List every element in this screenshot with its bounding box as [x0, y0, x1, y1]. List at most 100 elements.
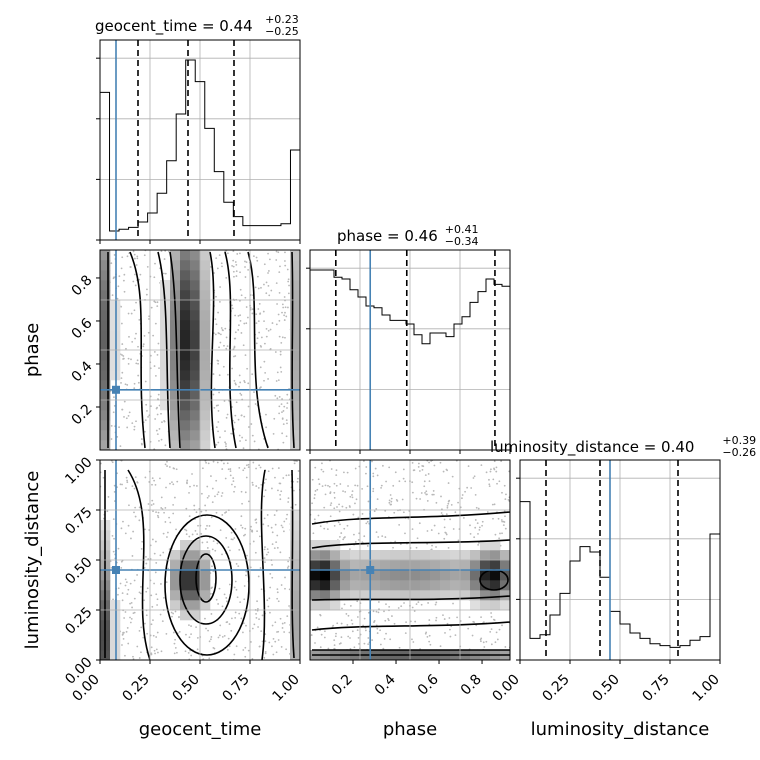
sample-point [173, 496, 176, 499]
sample-point [141, 540, 144, 543]
sample-point [363, 535, 366, 538]
sample-point [333, 482, 336, 485]
sample-point [233, 275, 235, 278]
density-cell [180, 380, 191, 391]
density-cell [290, 550, 300, 561]
sample-point [504, 527, 507, 530]
sample-point [137, 362, 139, 365]
sample-point [232, 250, 235, 252]
sample-point [282, 306, 285, 309]
sample-point [215, 443, 218, 446]
sample-point [251, 481, 254, 484]
sample-point [287, 565, 290, 568]
sample-point [120, 322, 123, 325]
sample-point [501, 491, 503, 494]
sample-point [120, 305, 123, 308]
sample-point [285, 315, 288, 318]
sample-point [264, 546, 266, 548]
sample-point [143, 254, 146, 257]
density-cell [470, 590, 481, 601]
sample-point [251, 312, 254, 315]
sample-point [290, 506, 293, 509]
sample-point [256, 600, 258, 603]
density-cell [450, 550, 461, 561]
sample-point [217, 311, 219, 314]
sample-point [351, 496, 354, 499]
sample-point [372, 472, 375, 475]
sample-point [426, 530, 429, 532]
sample-point [314, 466, 317, 469]
sample-point [340, 622, 343, 625]
sample-point [245, 570, 248, 573]
density-cell [180, 290, 191, 301]
sample-point [204, 617, 206, 620]
sample-point [231, 304, 233, 307]
sample-point [130, 617, 133, 620]
sample-point [276, 303, 278, 305]
sample-point [154, 262, 156, 265]
density-cell [180, 540, 191, 551]
density-cell [100, 340, 111, 351]
sample-point [238, 466, 241, 469]
sample-point [296, 480, 299, 483]
density-cell [310, 590, 321, 601]
sample-point [138, 278, 141, 281]
density-cell [380, 550, 391, 561]
sample-point [332, 624, 335, 627]
sample-point [135, 332, 137, 335]
sample-point [124, 578, 127, 581]
sample-point [221, 492, 224, 494]
sample-point [428, 619, 431, 621]
sample-point [261, 614, 264, 617]
sample-point [276, 597, 279, 600]
density-cell [170, 420, 181, 431]
sample-point [270, 526, 273, 529]
density-cell [490, 540, 501, 551]
sample-point [244, 260, 246, 263]
sample-point [272, 653, 275, 656]
sample-point [267, 272, 269, 274]
sample-point [225, 445, 227, 448]
sample-point [432, 493, 435, 496]
sample-point [204, 504, 207, 507]
density-cell [290, 350, 300, 361]
sample-point [240, 394, 243, 396]
sample-point [215, 295, 217, 298]
sample-point [255, 485, 258, 487]
sample-point [173, 642, 176, 645]
sample-point [243, 585, 246, 587]
sample-point [136, 574, 138, 576]
sample-point [280, 646, 283, 648]
sample-point [285, 517, 288, 520]
sample-point [221, 468, 224, 470]
sample-point [388, 499, 391, 502]
sample-point [145, 562, 148, 565]
density-cell [450, 580, 461, 591]
contour-line [311, 511, 510, 525]
contour-line [291, 469, 295, 659]
title-plus-error: +0.39 [722, 434, 756, 447]
density-cell [200, 440, 211, 450]
sample-point [275, 651, 278, 654]
sample-point [225, 443, 227, 445]
sample-point [388, 501, 391, 504]
sample-point [273, 514, 276, 516]
density-cell [330, 560, 341, 571]
sample-point [230, 617, 233, 620]
density-cell [400, 550, 411, 561]
sample-point [215, 511, 218, 514]
sample-point [449, 635, 452, 638]
sample-point [226, 648, 229, 651]
density-cell [200, 250, 211, 261]
sample-point [354, 467, 357, 470]
sample-point [461, 494, 464, 496]
title-name: phase = 0.46 [337, 227, 438, 245]
density-cell [160, 360, 171, 371]
density-cell [290, 440, 300, 450]
sample-point [348, 505, 351, 507]
sample-point [288, 605, 290, 607]
sample-point [252, 461, 255, 464]
sample-point [345, 613, 348, 615]
sample-point [391, 615, 393, 617]
sample-point [244, 646, 247, 649]
